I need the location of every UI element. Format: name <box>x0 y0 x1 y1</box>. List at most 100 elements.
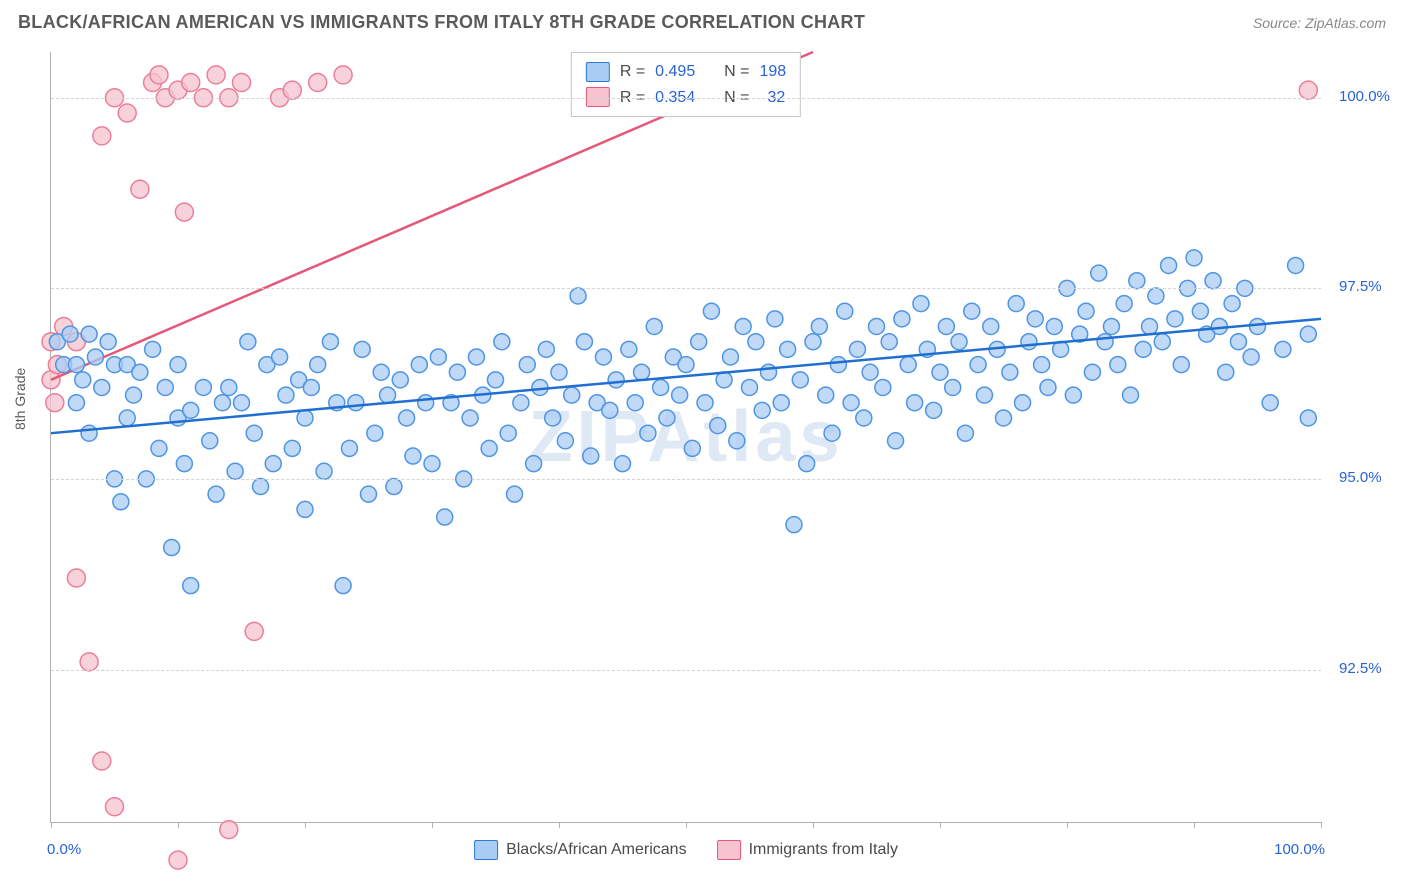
data-point <box>182 73 200 91</box>
data-point <box>792 372 808 388</box>
data-point <box>303 379 319 395</box>
data-point <box>234 395 250 411</box>
data-point <box>1218 364 1234 380</box>
data-point <box>94 379 110 395</box>
data-point <box>659 410 675 426</box>
data-point <box>411 357 427 373</box>
x-tick <box>51 822 52 828</box>
data-point <box>309 73 327 91</box>
y-tick-label: 92.5% <box>1321 660 1382 677</box>
data-point <box>684 440 700 456</box>
data-point <box>742 379 758 395</box>
data-point <box>583 448 599 464</box>
data-point <box>183 402 199 418</box>
data-point <box>240 334 256 350</box>
data-point <box>1186 250 1202 266</box>
data-point <box>1300 410 1316 426</box>
data-point <box>849 341 865 357</box>
data-point <box>557 433 573 449</box>
data-point <box>710 418 726 434</box>
legend-bottom-swatch-pink <box>717 840 741 860</box>
data-point <box>862 364 878 380</box>
data-point <box>334 66 352 84</box>
data-point <box>761 364 777 380</box>
data-point <box>93 752 111 770</box>
data-point <box>881 334 897 350</box>
data-point <box>970 357 986 373</box>
data-point <box>526 456 542 472</box>
data-point <box>183 578 199 594</box>
data-point <box>106 798 124 816</box>
data-point <box>170 357 186 373</box>
legend-blue-label: Blacks/African Americans <box>506 841 687 859</box>
data-point <box>1097 334 1113 350</box>
data-point <box>81 425 97 441</box>
data-point <box>118 104 136 122</box>
data-point <box>634 364 650 380</box>
data-point <box>875 379 891 395</box>
r-value-blue: 0.495 <box>655 59 695 85</box>
data-point <box>278 387 294 403</box>
data-point <box>722 349 738 365</box>
data-point <box>150 66 168 84</box>
legend-series: Blacks/African Americans Immigrants from… <box>474 840 898 860</box>
data-point <box>894 311 910 327</box>
data-point <box>964 303 980 319</box>
data-point <box>462 410 478 426</box>
data-point <box>900 357 916 373</box>
data-point <box>951 334 967 350</box>
data-point <box>1299 81 1317 99</box>
data-point <box>145 341 161 357</box>
data-point <box>202 433 218 449</box>
data-point <box>1129 273 1145 289</box>
data-point <box>1262 395 1278 411</box>
data-point <box>513 395 529 411</box>
data-point <box>488 372 504 388</box>
data-point <box>284 440 300 456</box>
n-value-blue: 198 <box>759 59 786 85</box>
data-point <box>1002 364 1018 380</box>
data-point <box>176 456 192 472</box>
gridline <box>51 98 1321 99</box>
data-point <box>1300 326 1316 342</box>
gridline <box>51 288 1321 289</box>
data-point <box>272 349 288 365</box>
data-point <box>1275 341 1291 357</box>
y-tick-label: 97.5% <box>1321 278 1382 295</box>
x-tick <box>432 822 433 828</box>
data-point <box>926 402 942 418</box>
data-point <box>80 653 98 671</box>
data-point <box>283 81 301 99</box>
data-point <box>1148 288 1164 304</box>
x-tick <box>1067 822 1068 828</box>
x-tick <box>1321 822 1322 828</box>
data-point <box>1034 357 1050 373</box>
data-point <box>1084 364 1100 380</box>
data-point <box>310 357 326 373</box>
data-point <box>1135 341 1151 357</box>
data-point <box>157 379 173 395</box>
x-tick <box>1194 822 1195 828</box>
data-point <box>615 456 631 472</box>
data-point <box>1091 265 1107 281</box>
data-point <box>545 410 561 426</box>
data-point <box>703 303 719 319</box>
data-point <box>773 395 789 411</box>
data-point <box>322 334 338 350</box>
data-point <box>754 402 770 418</box>
data-point <box>335 578 351 594</box>
data-point <box>507 486 523 502</box>
data-point <box>386 479 402 495</box>
data-point <box>805 334 821 350</box>
data-point <box>640 425 656 441</box>
data-point <box>1173 357 1189 373</box>
data-point <box>221 379 237 395</box>
data-point <box>119 410 135 426</box>
data-point <box>1008 296 1024 312</box>
data-point <box>348 395 364 411</box>
data-point <box>87 349 103 365</box>
data-point <box>361 486 377 502</box>
data-point <box>653 379 669 395</box>
data-point <box>983 318 999 334</box>
data-point <box>164 540 180 556</box>
